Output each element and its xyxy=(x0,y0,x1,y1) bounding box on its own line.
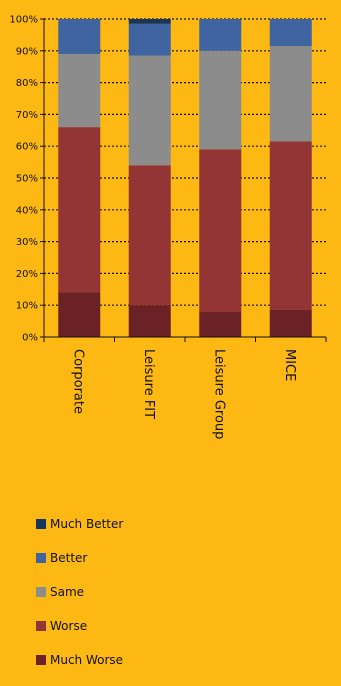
x-axis-labels: Corporate Leisure FIT Leisure Group MICE xyxy=(70,349,297,439)
bar-segment xyxy=(269,141,312,310)
x-category-label: Leisure FIT xyxy=(141,349,156,419)
bar-segment xyxy=(269,46,312,142)
y-tick-label: 0% xyxy=(22,333,38,344)
bar-segment xyxy=(128,19,171,24)
stacked-bar-chart: 0% 10% 20% 30% 40% 50% 60% 70% 80% 90% 100% Corpor… xyxy=(9,15,327,439)
bars xyxy=(58,19,312,337)
y-tick-label: 80% xyxy=(16,78,38,89)
bar-segment xyxy=(128,55,171,166)
legend-label: Much Better xyxy=(50,517,124,531)
legend-label: Same xyxy=(50,585,85,599)
y-tick-label: 20% xyxy=(16,269,38,280)
bar-segment xyxy=(269,309,312,337)
legend-swatch xyxy=(36,553,46,563)
y-tick-label: 40% xyxy=(16,205,38,216)
legend-swatch xyxy=(36,587,46,597)
legend-item: Worse xyxy=(36,618,123,634)
gridlines xyxy=(44,18,326,306)
y-tick-label: 10% xyxy=(16,301,38,312)
legend-swatch xyxy=(36,621,46,631)
legend-item: Same xyxy=(36,584,123,600)
y-axis-ticks: 0% 10% 20% 30% 40% 50% 60% 70% 80% 90% 100% xyxy=(9,15,44,344)
y-tick-label: 60% xyxy=(16,142,38,153)
y-tick-label: 50% xyxy=(16,174,38,185)
bar-segment xyxy=(199,50,242,150)
bar-segment xyxy=(58,127,101,293)
bar-segment xyxy=(269,19,312,47)
y-tick-label: 30% xyxy=(16,237,38,248)
bar-segment xyxy=(128,305,171,337)
y-tick-label: 100% xyxy=(9,15,38,26)
bar-segment xyxy=(58,19,101,54)
legend-label: Worse xyxy=(50,619,88,633)
x-category-label: Leisure Group xyxy=(211,349,226,439)
x-category-label: MICE xyxy=(282,349,297,381)
legend-label: Better xyxy=(50,551,88,565)
legend-swatch xyxy=(36,655,46,665)
bar-segment xyxy=(58,53,101,128)
y-tick-label: 90% xyxy=(16,46,38,57)
bar-segment xyxy=(199,19,242,51)
y-tick-label: 70% xyxy=(16,110,38,121)
bar-segment xyxy=(128,165,171,306)
bar-segment xyxy=(128,23,171,56)
bar-segment xyxy=(58,292,101,337)
legend-item: Much Worse xyxy=(36,652,123,668)
x-category-label: Corporate xyxy=(70,349,85,414)
legend: Much Better Better Same Worse Much Worse xyxy=(36,516,123,686)
legend-label: Much Worse xyxy=(50,653,124,667)
bar-segment xyxy=(199,149,242,312)
legend-item: Better xyxy=(36,550,123,566)
bar-segment xyxy=(199,311,242,337)
legend-swatch xyxy=(36,519,46,529)
legend-item: Much Better xyxy=(36,516,123,532)
